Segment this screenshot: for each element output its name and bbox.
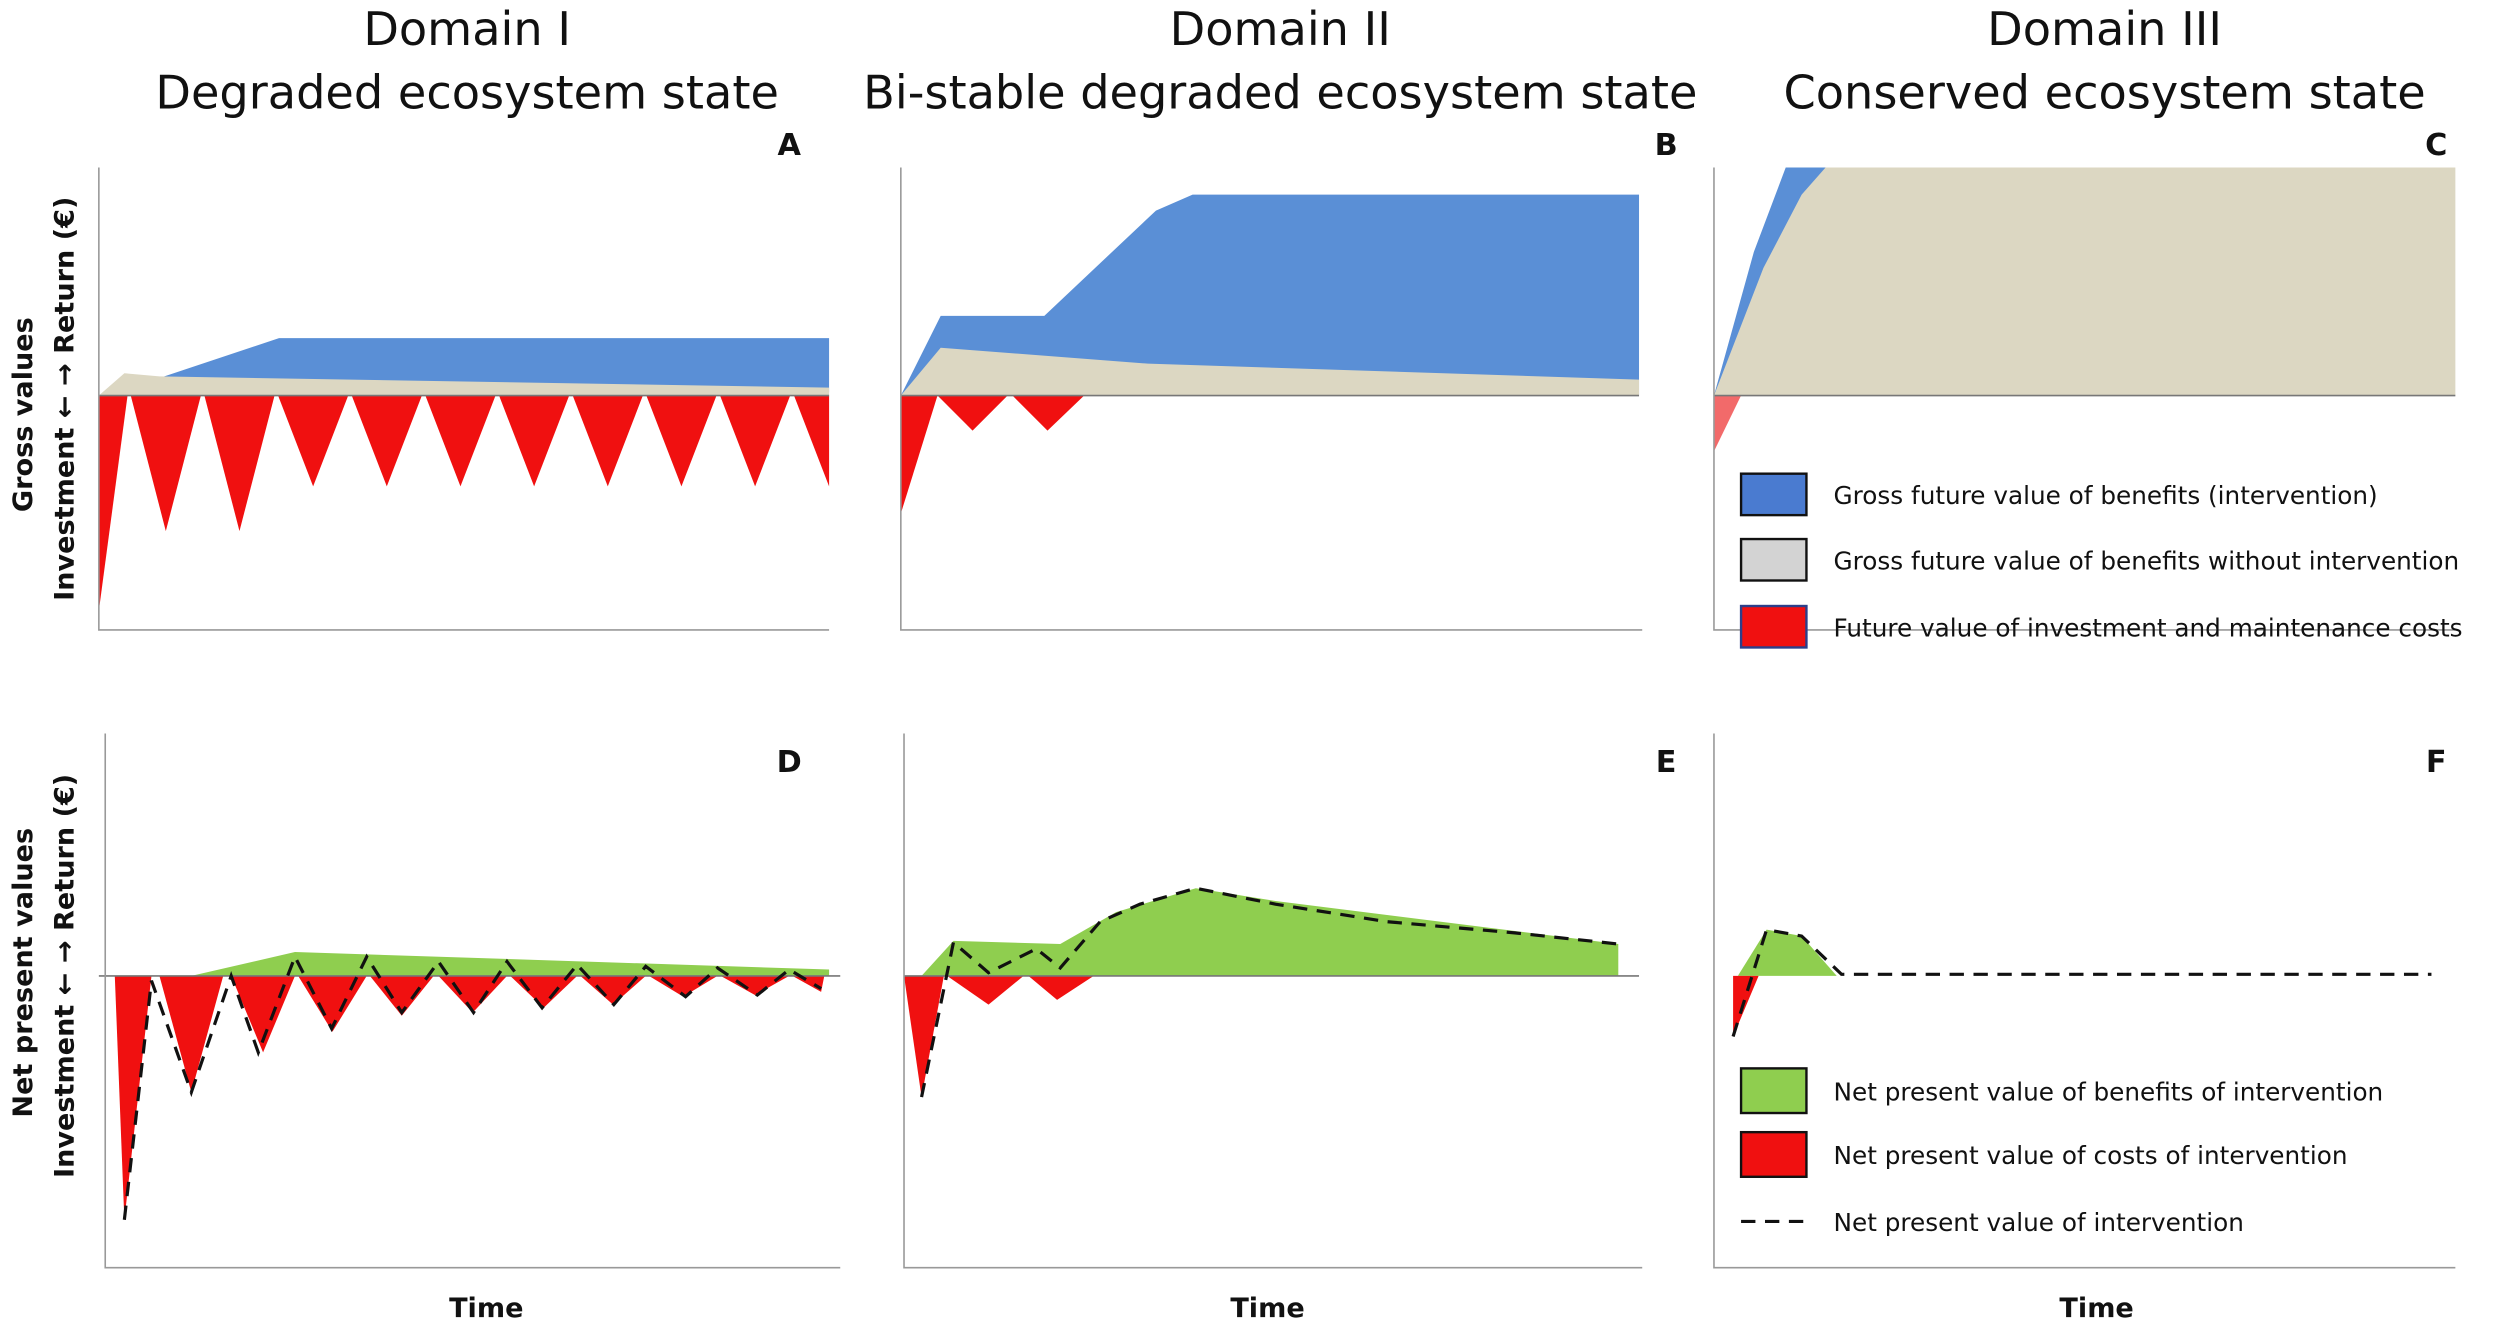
spike xyxy=(130,395,201,532)
legend-label: Future value of investment and maintenan… xyxy=(1834,613,2463,642)
area-green xyxy=(921,888,1619,976)
area-green xyxy=(1737,929,1837,976)
spike xyxy=(1713,395,1742,452)
spike xyxy=(351,395,422,487)
area-beige xyxy=(1713,167,2456,396)
spike xyxy=(425,395,496,487)
panel-e xyxy=(903,733,1643,1269)
spike xyxy=(937,395,1008,431)
legend-label: Gross future value of benefits (interven… xyxy=(1834,481,2378,510)
area-beige xyxy=(900,347,1640,396)
legend-swatch xyxy=(1739,537,1808,582)
spike xyxy=(580,975,646,1005)
row-axis-label: Investment ← → Return (€) xyxy=(49,197,80,601)
axes xyxy=(104,733,841,1269)
axes xyxy=(1713,733,2456,1269)
spike xyxy=(572,395,643,487)
spike xyxy=(98,395,128,611)
spike xyxy=(720,395,791,487)
spike xyxy=(499,395,570,487)
legend-swatch xyxy=(1739,1067,1808,1115)
spike xyxy=(159,975,224,1093)
npv-line xyxy=(122,952,822,1221)
row-title: Net present values xyxy=(8,828,39,1118)
panel-c: Gross future value of benefits (interven… xyxy=(1713,167,2463,649)
spike xyxy=(114,975,152,1220)
panel-label: F xyxy=(2426,745,2447,780)
npv-line xyxy=(919,886,1619,1098)
column-title: Domain I xyxy=(363,2,571,56)
panel-label: B xyxy=(1655,128,1678,163)
axes xyxy=(903,733,1643,1269)
axes xyxy=(900,167,1643,631)
spike xyxy=(298,975,367,1032)
spike xyxy=(900,395,938,514)
column-subtitle: Degraded ecosystem state xyxy=(155,66,778,120)
legend-label: Net present value of costs of interventi… xyxy=(1834,1141,2348,1170)
axes xyxy=(1713,167,2456,631)
x-axis-label: Time xyxy=(2059,1293,2133,1324)
column-title: Domain III xyxy=(1987,2,2222,56)
spike xyxy=(510,975,578,1008)
x-axis-label: Time xyxy=(449,1293,523,1324)
axes xyxy=(98,167,830,631)
area-blue xyxy=(900,194,1640,396)
legend-swatch xyxy=(1739,472,1808,517)
panel-b xyxy=(900,167,1643,631)
spike xyxy=(794,395,830,487)
area-blue xyxy=(1713,167,1826,396)
spike xyxy=(904,975,944,1098)
panel-label: C xyxy=(2425,128,2447,163)
legend-label: Net present value of intervention xyxy=(1834,1208,2244,1237)
row-title: Gross values xyxy=(8,317,39,512)
panel-a xyxy=(98,167,830,631)
spike xyxy=(646,395,717,487)
panel-label: E xyxy=(1656,745,1677,780)
spike xyxy=(947,975,1024,1005)
legend-swatch xyxy=(1739,1130,1808,1178)
spike xyxy=(1028,975,1094,1000)
spike xyxy=(1733,975,1759,1037)
x-axis-label: Time xyxy=(1230,1293,1304,1324)
row-axis-label: Investment ← → Return (€) xyxy=(49,774,80,1178)
panel-label: D xyxy=(777,745,802,780)
spike xyxy=(278,395,349,487)
area-beige xyxy=(98,373,830,396)
area-blue xyxy=(159,338,830,393)
column-title: Domain II xyxy=(1170,2,1391,56)
legend-swatch xyxy=(1739,604,1808,649)
legend-label: Net present value of benefits of interve… xyxy=(1834,1077,2384,1106)
spike xyxy=(1012,395,1085,431)
npv-line xyxy=(1731,927,2432,1037)
legend-label: Gross future value of benefits without i… xyxy=(1834,546,2460,575)
spike xyxy=(438,975,508,1013)
column-subtitle: Bi-stable degraded ecosystem state xyxy=(863,66,1697,120)
spike xyxy=(204,395,275,532)
spike xyxy=(792,975,825,992)
panel-label: A xyxy=(778,128,802,163)
column-subtitle: Conserved ecosystem state xyxy=(1784,66,2426,120)
panel-f: Net present value of benefits of interve… xyxy=(1713,733,2456,1269)
panel-d xyxy=(98,733,841,1269)
